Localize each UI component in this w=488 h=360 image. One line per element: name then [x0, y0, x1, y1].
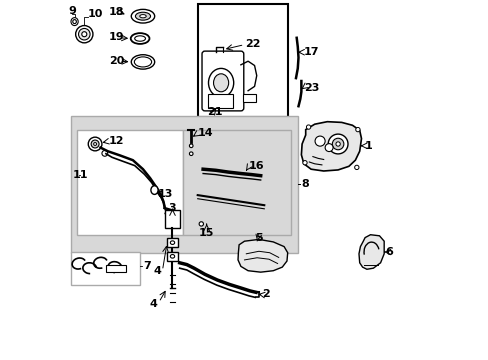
Text: 17: 17	[303, 47, 319, 57]
Polygon shape	[358, 235, 384, 269]
Bar	[71, 116, 297, 253]
Ellipse shape	[134, 36, 145, 41]
Text: 6: 6	[385, 247, 393, 257]
Text: 20: 20	[109, 56, 124, 66]
Ellipse shape	[102, 150, 107, 156]
Ellipse shape	[325, 144, 332, 152]
Text: 21: 21	[206, 107, 222, 117]
Ellipse shape	[131, 55, 154, 69]
Ellipse shape	[81, 32, 87, 37]
Ellipse shape	[355, 127, 359, 132]
Ellipse shape	[130, 33, 149, 44]
Text: 13: 13	[157, 189, 172, 199]
Ellipse shape	[73, 19, 76, 24]
Ellipse shape	[306, 125, 310, 129]
Bar	[198, 4, 287, 117]
Text: 14: 14	[197, 128, 213, 138]
Ellipse shape	[213, 74, 228, 92]
FancyBboxPatch shape	[202, 51, 244, 111]
Bar	[165, 210, 179, 228]
Ellipse shape	[88, 137, 102, 151]
Ellipse shape	[189, 152, 193, 156]
Ellipse shape	[131, 9, 154, 23]
Ellipse shape	[91, 140, 99, 148]
Ellipse shape	[314, 136, 325, 146]
Text: 5: 5	[255, 233, 263, 243]
Bar	[207, 94, 232, 108]
Ellipse shape	[354, 165, 358, 170]
Ellipse shape	[189, 144, 193, 148]
Ellipse shape	[327, 134, 347, 154]
Ellipse shape	[151, 186, 158, 194]
Text: 19: 19	[109, 32, 124, 42]
Ellipse shape	[135, 12, 150, 20]
Ellipse shape	[302, 161, 306, 165]
Ellipse shape	[140, 14, 146, 18]
Polygon shape	[238, 239, 287, 272]
Text: 3: 3	[168, 203, 176, 213]
Text: 18: 18	[109, 6, 124, 17]
Text: 7: 7	[142, 261, 150, 271]
Bar	[182, 130, 291, 235]
Text: 8: 8	[301, 179, 308, 189]
Text: 16: 16	[248, 161, 264, 171]
Text: 10: 10	[88, 9, 103, 19]
Bar	[242, 94, 256, 102]
Ellipse shape	[71, 18, 78, 26]
Ellipse shape	[79, 28, 90, 40]
Text: 9: 9	[68, 6, 76, 16]
Text: 23: 23	[303, 83, 319, 93]
Text: 22: 22	[245, 39, 261, 49]
Text: 1: 1	[365, 141, 372, 151]
Bar	[71, 252, 140, 285]
Bar	[106, 265, 125, 272]
Ellipse shape	[94, 143, 96, 145]
Ellipse shape	[208, 68, 233, 97]
Text: 2: 2	[261, 289, 269, 300]
Ellipse shape	[332, 138, 343, 150]
Ellipse shape	[335, 142, 340, 146]
Ellipse shape	[199, 222, 203, 226]
Polygon shape	[301, 122, 361, 171]
Text: 4: 4	[149, 299, 157, 309]
Bar	[167, 252, 178, 261]
Text: 4: 4	[153, 266, 161, 276]
Bar	[167, 238, 178, 247]
Ellipse shape	[170, 255, 174, 258]
Text: 15: 15	[199, 228, 214, 238]
Ellipse shape	[170, 241, 174, 244]
Ellipse shape	[134, 57, 151, 67]
Text: 11: 11	[73, 170, 88, 180]
Text: 12: 12	[108, 136, 123, 146]
Ellipse shape	[76, 26, 93, 43]
Bar	[77, 130, 182, 235]
